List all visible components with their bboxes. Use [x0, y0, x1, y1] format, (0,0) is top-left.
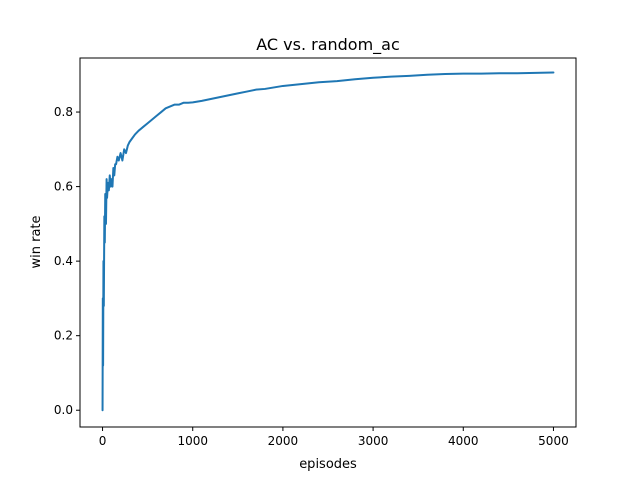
x-axis: 0 1000 2000 3000 4000 5000 — [99, 427, 569, 448]
y-tick-label: 0.4 — [54, 254, 73, 268]
x-tick-label: 5000 — [538, 434, 569, 448]
x-tick-label: 1000 — [177, 434, 208, 448]
x-tick-label: 0 — [99, 434, 107, 448]
y-axis: 0.0 0.2 0.4 0.6 0.8 — [54, 105, 80, 417]
plot-area — [79, 57, 577, 428]
axes-frame — [79, 57, 577, 428]
series-layer — [101, 71, 555, 412]
x-tick-label: 2000 — [268, 434, 299, 448]
y-tick-label: 0.6 — [54, 180, 73, 194]
y-axis-label: win rate — [29, 215, 44, 268]
x-tick-label: 3000 — [358, 434, 389, 448]
x-axis-label: episodes — [299, 457, 357, 472]
y-tick-label: 0.2 — [54, 329, 73, 343]
chart-title: AC vs. random_ac — [256, 35, 400, 55]
y-tick-label: 0.0 — [54, 403, 73, 417]
y-tick-label: 0.8 — [54, 105, 73, 119]
series-line-win-rate — [101, 71, 555, 412]
x-tick-label: 4000 — [448, 434, 479, 448]
